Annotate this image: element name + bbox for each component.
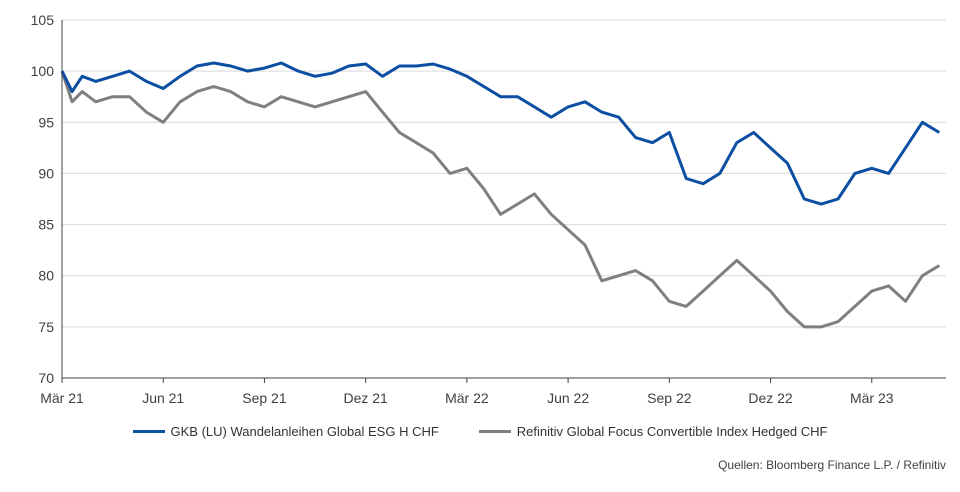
legend-swatch-gkb (132, 430, 165, 433)
x-tick-label-8: Mär 23 (850, 390, 894, 406)
series-line-0 (60, 61, 941, 206)
legend-label-gkb: GKB (LU) Wandelanleihen Global ESG H CHF (170, 424, 439, 439)
series-lines (60, 61, 941, 329)
x-tick-labels: Mär 21 Jun 21 Sep 21 Dez 21 Mär 22 Jun 22 Sep … (40, 390, 894, 406)
legend-swatch-refinitiv (478, 430, 511, 433)
x-tick-label-0: Mär 21 (40, 390, 84, 406)
x-tick-label-3: Dez 21 (343, 390, 388, 406)
y-tick-labels: 70 75 80 85 90 95 100 105 (31, 12, 55, 386)
grid-lines (62, 19, 946, 328)
legend-item-refinitiv: Refinitiv Global Focus Convertible Index… (478, 424, 828, 439)
series-line-1 (60, 70, 941, 329)
x-tick-label-6: Sep 22 (647, 390, 692, 406)
axes (61, 20, 946, 383)
y-tick-label-90: 90 (38, 165, 54, 181)
y-tick-label-70: 70 (38, 370, 54, 386)
y-tick-label-85: 85 (38, 217, 54, 233)
legend: GKB (LU) Wandelanleihen Global ESG H CHF… (0, 424, 960, 439)
source-note: Quellen: Bloomberg Finance L.P. / Refini… (718, 458, 946, 472)
x-tick-label-2: Sep 21 (242, 390, 287, 406)
x-tick-label-4: Mär 22 (445, 390, 489, 406)
x-tick-label-5: Jun 22 (547, 390, 589, 406)
y-tick-label-75: 75 (38, 319, 54, 335)
y-tick-label-100: 100 (31, 63, 55, 79)
legend-item-gkb: GKB (LU) Wandelanleihen Global ESG H CHF (132, 424, 439, 439)
y-tick-label-80: 80 (38, 268, 54, 284)
x-tick-label-1: Jun 21 (142, 390, 184, 406)
y-tick-label-105: 105 (31, 12, 55, 28)
x-tick-label-7: Dez 22 (748, 390, 793, 406)
line-chart: 70 75 80 85 90 95 100 105 Mär 21 Jun 21 Sep 21 Dez… (31, 12, 946, 406)
y-tick-label-95: 95 (38, 114, 54, 130)
legend-label-refinitiv: Refinitiv Global Focus Convertible Index… (516, 424, 828, 439)
